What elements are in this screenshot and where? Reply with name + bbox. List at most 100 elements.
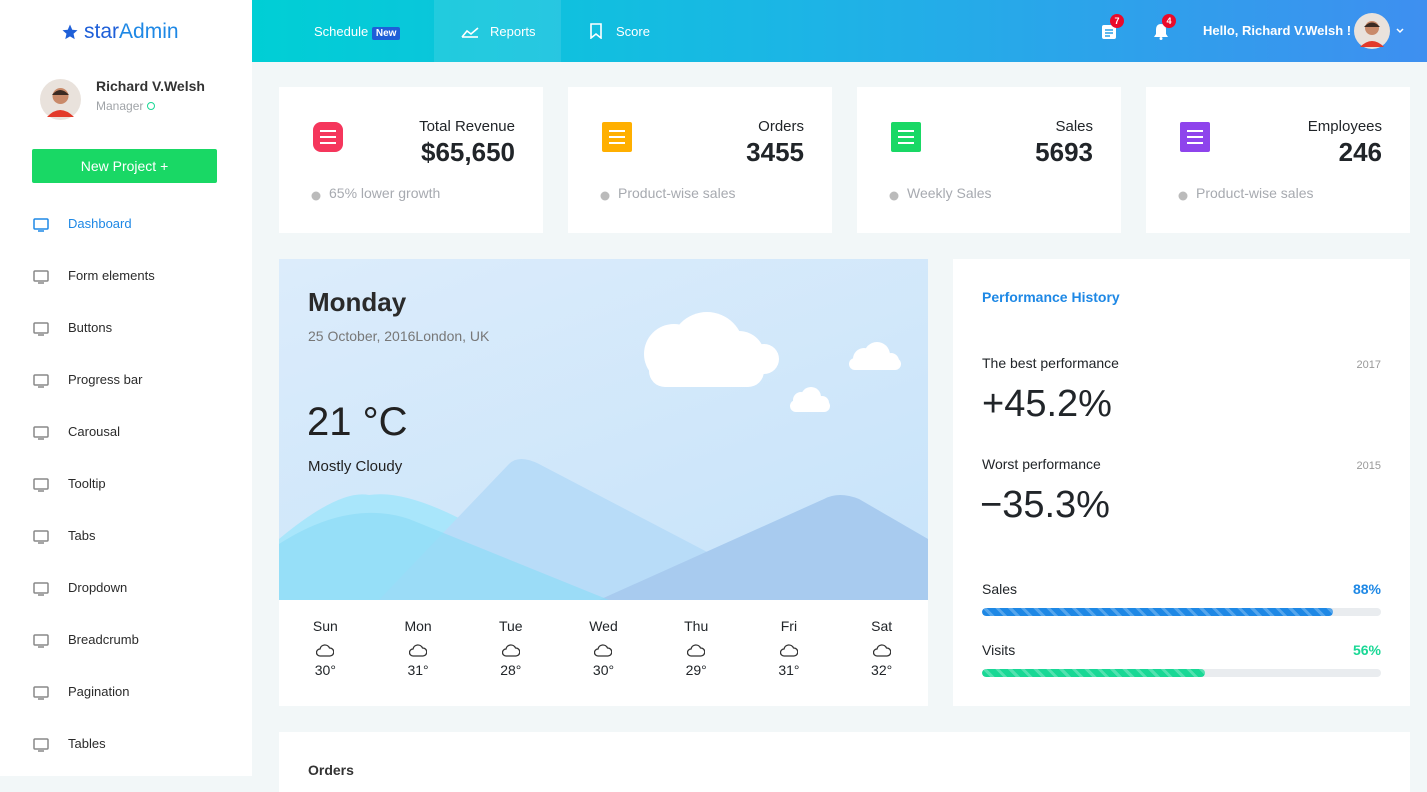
best-year: 2017 xyxy=(1356,359,1381,371)
menu-icon-svg xyxy=(33,270,49,284)
worst-label: Worst performance xyxy=(982,456,1101,472)
forecast-day-name: Sat xyxy=(871,618,893,634)
forecast-day: Fri 31° xyxy=(742,600,837,706)
stat-icon-svg xyxy=(891,122,921,152)
menu-icon xyxy=(33,737,49,758)
menu-icon-svg xyxy=(33,738,49,752)
tab-score[interactable]: Score xyxy=(616,24,650,39)
menu-icon xyxy=(33,581,49,602)
best-value: +45.2% xyxy=(982,383,1112,425)
stat-note-icon xyxy=(889,188,899,206)
menu-icon-svg xyxy=(33,322,49,336)
stat-title: Employees xyxy=(1307,118,1382,135)
stat-icon-svg xyxy=(1180,122,1210,152)
forecast-day: Thu 29° xyxy=(649,600,744,706)
brand-prefix: star xyxy=(84,20,120,43)
stat-title: Total Revenue xyxy=(419,118,515,135)
forecast-icon-svg xyxy=(687,644,706,657)
menu-icon-svg xyxy=(33,426,49,440)
stat-note-icon xyxy=(311,188,321,206)
stat-icon xyxy=(312,121,344,158)
menu-item[interactable]: Form elements xyxy=(68,268,155,283)
menu-item[interactable]: Buttons xyxy=(68,320,113,335)
menu-item[interactable]: Tooltip xyxy=(68,476,106,491)
menu-icon xyxy=(33,217,49,238)
orders-card: Orders xyxy=(279,732,1410,792)
forecast-day: Tue 28° xyxy=(464,600,559,706)
forecast-temp: 32° xyxy=(871,662,893,678)
menu-icon xyxy=(33,321,49,342)
stat-card: Orders 3455 Product-wise sales xyxy=(568,87,832,233)
weather-condition: Mostly Cloudy xyxy=(308,458,403,475)
dropdown-caret[interactable] xyxy=(1396,28,1404,34)
menu-item[interactable]: Pagination xyxy=(68,684,130,699)
menu-icon xyxy=(33,373,49,394)
stat-card: Employees 246 Product-wise sales xyxy=(1146,87,1410,233)
forecast-icon xyxy=(872,644,892,663)
bell-icon[interactable] xyxy=(1153,23,1169,40)
top-avatar[interactable] xyxy=(1354,13,1390,49)
menu-item[interactable]: Dropdown xyxy=(68,580,128,595)
stat-icon xyxy=(601,121,633,158)
menu-item[interactable]: Progress bar xyxy=(68,372,143,387)
menu-icon xyxy=(33,633,49,654)
forecast-temp: 29° xyxy=(685,662,707,678)
forecast-day-name: Mon xyxy=(404,618,432,634)
score-icon xyxy=(590,23,602,39)
menu-icon xyxy=(33,425,49,446)
logo-star xyxy=(62,24,78,40)
stat-card: Total Revenue $65,650 65% lower growth xyxy=(279,87,543,233)
stat-icon-svg xyxy=(313,122,343,152)
forecast-day-name: Fri xyxy=(780,618,798,634)
menu-item[interactable]: Tabs xyxy=(68,528,96,543)
messages-icon[interactable] xyxy=(1101,24,1117,40)
stat-icon xyxy=(1179,121,1211,158)
forecast-icon xyxy=(501,644,521,663)
new-project-button[interactable]: New Project + xyxy=(32,149,217,183)
menu-icon xyxy=(33,477,49,498)
forecast-temp: 30° xyxy=(592,662,615,678)
stat-card: Sales 5693 Weekly Sales xyxy=(857,87,1121,233)
stat-note: Product-wise sales xyxy=(1196,185,1314,201)
worst-value: −35.3% xyxy=(980,484,1110,526)
menu-icon xyxy=(33,529,49,550)
forecast-icon-svg xyxy=(408,644,428,657)
reports-icon xyxy=(461,27,479,38)
progress-label: 56% xyxy=(1352,642,1381,658)
progress-label: 88% xyxy=(1352,581,1381,597)
menu-item[interactable]: Tables xyxy=(68,736,106,751)
stat-value: 3455 xyxy=(746,137,804,167)
forecast-day: Mon 31° xyxy=(371,600,466,706)
forecast-icon xyxy=(316,644,335,663)
progress-track xyxy=(982,608,1381,616)
weather-card: Monday 25 October, 2016London, UK 21 °C … xyxy=(279,259,928,600)
stat-icon xyxy=(890,121,922,158)
user-role-text: Manager xyxy=(96,99,144,113)
menu-icon-svg xyxy=(33,582,49,596)
forecast-icon-svg xyxy=(779,644,799,657)
tab-schedule[interactable]: Schedule New xyxy=(314,24,401,40)
forecast-icon xyxy=(687,644,706,663)
active-tab-bg xyxy=(434,0,561,62)
forecast-icon-svg xyxy=(501,644,521,657)
forecast-day: Sat 32° xyxy=(835,600,928,706)
menu-icon-svg xyxy=(33,686,49,700)
tab-reports[interactable]: Reports xyxy=(490,24,536,39)
menu-item[interactable]: Carousal xyxy=(68,424,121,439)
forecast-day-name: Thu xyxy=(684,618,709,634)
stat-note-icon xyxy=(600,188,610,206)
avatar xyxy=(40,79,81,120)
menu-item[interactable]: Dashboard xyxy=(68,216,132,231)
stat-value: 5693 xyxy=(1035,137,1093,167)
weather-date-location: 25 October, 2016London, UK xyxy=(308,328,489,344)
performance-card: Performance History The best performance… xyxy=(953,259,1410,706)
forecast-icon-svg xyxy=(872,644,892,657)
stat-note: Product-wise sales xyxy=(618,185,736,201)
new-project-label: New Project xyxy=(80,158,157,174)
forecast-day-name: Wed xyxy=(589,618,618,634)
stat-title: Sales xyxy=(1055,118,1093,135)
stat-title: Orders xyxy=(758,118,804,135)
menu-item[interactable]: Breadcrumb xyxy=(68,632,139,647)
brand: starAdmin xyxy=(84,20,179,44)
